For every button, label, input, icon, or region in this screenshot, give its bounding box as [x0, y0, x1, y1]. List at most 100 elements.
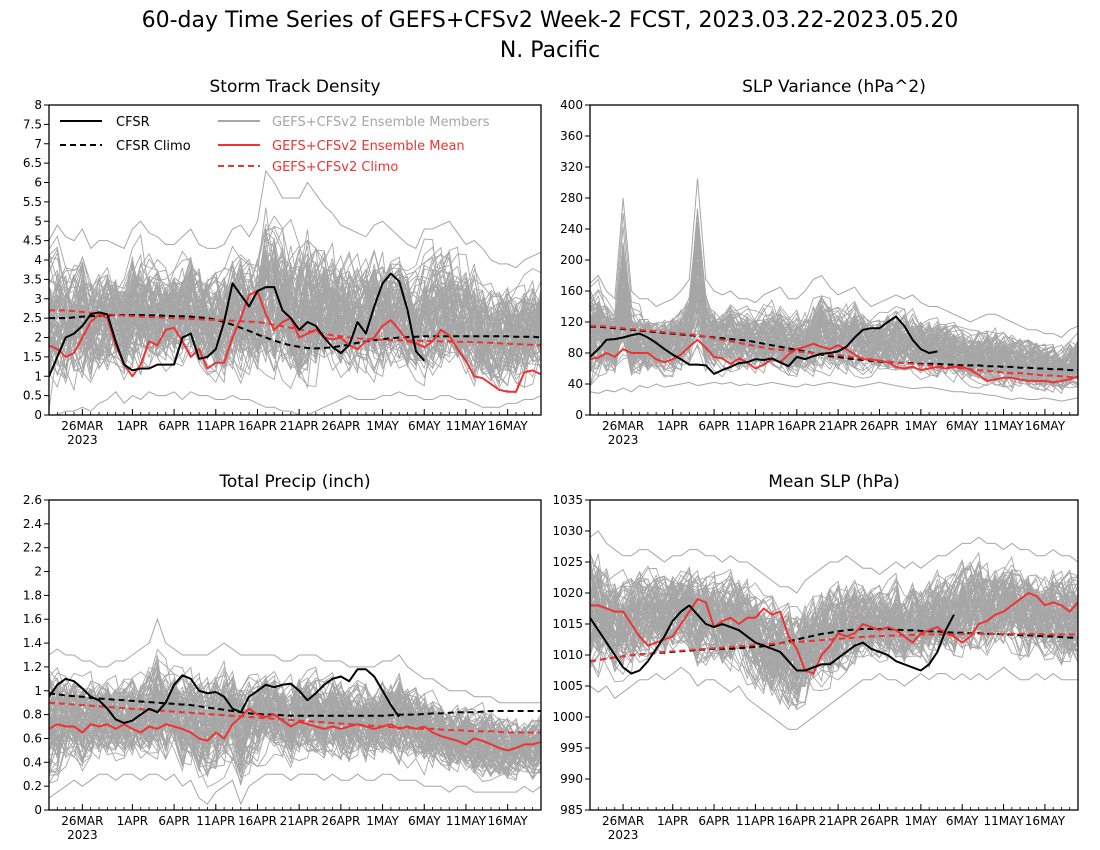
panel-total-precip: Total Precip (inch) 0 0.2 0.4 0.6 0.8 1 1.2 1.4 1… [23, 472, 542, 842]
ensemble-member-line [49, 672, 541, 774]
series-gefs-cfsv2-climo [49, 309, 541, 347]
y-tick-label: 40 [568, 377, 583, 391]
y-tick-label: 2.5 [23, 311, 42, 325]
ensemble-member-line [590, 268, 1078, 383]
y-tick-label: 7 [34, 137, 42, 151]
y-tick-label: 1.2 [23, 660, 42, 674]
y-tick-label: 1000 [552, 710, 583, 724]
x-tick-label: 16MAY [488, 814, 529, 828]
plot-frame [48, 499, 542, 811]
ensemble-member-line [590, 293, 1078, 383]
y-tick-label: 1005 [552, 679, 583, 693]
panel-storm-track-density: Storm Track Density 0 0.5 1 1.5 2 2.5 3 3.5 4 4.5 5… [23, 77, 542, 447]
y-tick-label: 0 [34, 803, 42, 817]
y-tick-label: 2.2 [23, 541, 42, 555]
y-tick-label: 6.5 [23, 156, 42, 170]
series-cfsr-climo [49, 692, 541, 717]
x-tick-label: 21APR [819, 419, 858, 433]
y-tick-label: 5 [34, 214, 42, 228]
x-tick-label: 21APR [280, 419, 319, 433]
x-tick-label: 16MAY [488, 419, 529, 433]
panel-title: Storm Track Density [209, 77, 380, 97]
x-tick-label: 11MAY [446, 814, 487, 828]
x-tick-label: 6MAY [946, 419, 979, 433]
y-tick-label: 1 [34, 369, 42, 383]
x-tick-label: 11MAY [983, 419, 1024, 433]
x-tick-label: 6APR [698, 419, 729, 433]
y-tick-label: 1.4 [23, 636, 42, 650]
ensemble-member-line [49, 255, 541, 387]
y-tick-label: 0 [575, 408, 583, 422]
series-layer [49, 272, 541, 393]
x-tick-label: 6APR [158, 814, 189, 828]
y-tick-label: 8 [34, 98, 42, 112]
x-tick-label: 26APR [321, 814, 360, 828]
panel-title: Mean SLP (hPa) [768, 472, 900, 492]
series-gefs-cfsv2-ensemble-mean [590, 338, 1078, 384]
x-tick-label: 26MAR [61, 814, 103, 828]
series-cfsr-climo [49, 314, 541, 350]
legend-label-gefs-climo: GEFS+CFSv2 Climo [272, 160, 398, 175]
x-tick-label: 6APR [158, 419, 189, 433]
y-tick-label: 2.4 [23, 517, 42, 531]
x-tick-label: 26MAR [61, 419, 103, 433]
ensemble-member-line [49, 275, 541, 384]
y-tick-label: 1.5 [23, 350, 42, 364]
ensemble-envelope-upper [590, 530, 1078, 594]
series-layer [590, 315, 1078, 384]
x-tick-label: 1APR [657, 419, 688, 433]
series-gefs-cfsv2-ensemble-mean [49, 707, 541, 752]
ensemble-envelope-upper [49, 169, 541, 269]
ensemble-member-line [590, 559, 1078, 687]
figure-title: 60-day Time Series of GEFS+CFSv2 Week-2 … [142, 8, 959, 33]
ensemble-member-line [590, 567, 1078, 705]
ensemble-member-line [49, 218, 541, 377]
ensemble-member-line [49, 674, 541, 774]
legend-label-cfsr: CFSR [116, 115, 150, 130]
series-layer [590, 592, 1078, 675]
y-tick-label: 1015 [552, 617, 583, 631]
x-tick-label: 11APR [736, 814, 775, 828]
ensemble-members [590, 178, 1078, 402]
y-tick-label: 240 [560, 222, 583, 236]
y-tick-label: 0.8 [23, 708, 42, 722]
ensemble-members [49, 617, 541, 806]
y-tick-label: 5.5 [23, 195, 42, 209]
x-year-label: 2023 [608, 433, 639, 447]
x-tick-label: 11APR [196, 419, 235, 433]
legend-label-ens-mean: GEFS+CFSv2 Ensemble Mean [272, 139, 465, 154]
y-tick-label: 200 [560, 253, 583, 267]
y-tick-label: 2 [34, 565, 42, 579]
x-tick-label: 6MAY [946, 814, 979, 828]
x-tick-label: 11MAY [983, 814, 1024, 828]
x-tick-label: 16APR [777, 814, 816, 828]
x-tick-label: 26MAR [602, 419, 644, 433]
ensemble-member-line [590, 262, 1078, 388]
y-tick-label: 0 [34, 408, 42, 422]
y-tick-label: 4 [34, 253, 42, 267]
ensemble-member-line [49, 248, 541, 368]
ensemble-member-line [49, 679, 541, 775]
ensemble-members [49, 169, 541, 415]
y-tick-label: 360 [560, 129, 583, 143]
y-tick-label: 1020 [552, 586, 583, 600]
ensemble-envelope-upper [49, 617, 541, 704]
ensemble-envelope-lower [49, 773, 541, 806]
x-year-label: 2023 [67, 433, 98, 447]
x-tick-label: 16APR [777, 419, 816, 433]
ensemble-member-line [49, 675, 541, 767]
ensemble-envelope-lower [49, 391, 541, 415]
y-tick-label: 0.5 [23, 389, 42, 403]
series-gefs-cfsv2-ensemble-mean [49, 290, 541, 393]
y-tick-label: 995 [560, 741, 583, 755]
ensemble-member-line [49, 655, 541, 780]
y-tick-label: 6 [34, 176, 42, 190]
x-tick-label: 16APR [238, 419, 277, 433]
legend: CFSR CFSR Climo GEFS+CFSv2 Ensemble Memb… [60, 115, 490, 175]
figure-subtitle: N. Pacific [500, 38, 600, 63]
x-tick-label: 11APR [196, 814, 235, 828]
y-tick-label: 0.4 [23, 755, 42, 769]
ensemble-member-line [590, 245, 1078, 388]
x-tick-label: 21APR [280, 814, 319, 828]
